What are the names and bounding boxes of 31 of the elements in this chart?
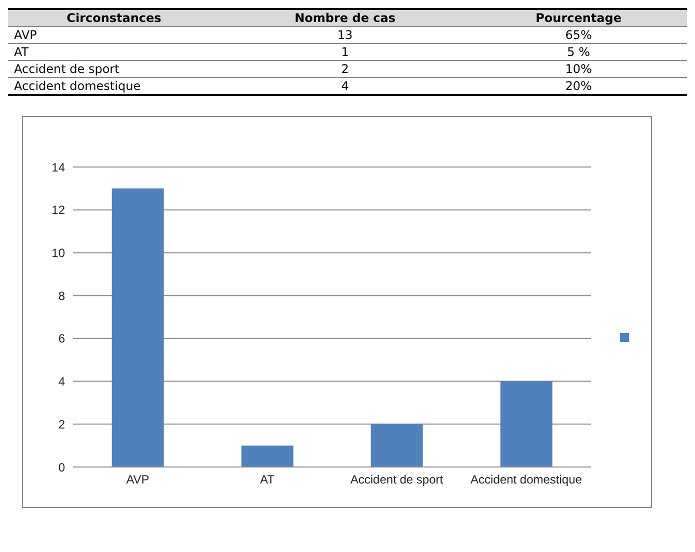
bar bbox=[241, 446, 294, 467]
text: Nombre de cas bbox=[220, 9, 470, 26]
text: Pourcentage bbox=[470, 9, 687, 26]
x-tick-label: Accident de sport bbox=[350, 472, 444, 487]
y-tick-label: 0 bbox=[58, 460, 66, 474]
text: 5 % bbox=[470, 44, 687, 60]
text: Circonstances bbox=[8, 9, 220, 26]
bar bbox=[370, 424, 423, 467]
y-tick-label: 8 bbox=[58, 288, 66, 303]
x-tick-label: Accident domestique bbox=[470, 472, 582, 487]
y-tick-label: 12 bbox=[52, 203, 66, 218]
bar bbox=[112, 188, 164, 467]
text: 2 bbox=[220, 60, 470, 78]
text: 1 bbox=[220, 44, 470, 60]
text: 13 bbox=[220, 26, 470, 44]
text: Accident domestique bbox=[8, 78, 220, 95]
text: AT bbox=[8, 44, 220, 60]
y-tick-label: 2 bbox=[58, 417, 66, 432]
y-tick-label: 4 bbox=[58, 374, 66, 389]
y-tick-label: 6 bbox=[58, 332, 66, 346]
text: 20% bbox=[470, 78, 687, 95]
text: Accident de sport bbox=[8, 60, 220, 78]
y-tick-label: 10 bbox=[52, 246, 66, 260]
text: 65% bbox=[470, 26, 687, 44]
bar bbox=[500, 381, 552, 467]
text: 4 bbox=[220, 78, 470, 95]
x-tick-label: AVP bbox=[126, 472, 150, 487]
text: 10% bbox=[470, 60, 687, 78]
text: AVP bbox=[8, 26, 220, 44]
y-tick-label: 14 bbox=[52, 160, 66, 174]
x-tick-label: AT bbox=[260, 472, 276, 487]
